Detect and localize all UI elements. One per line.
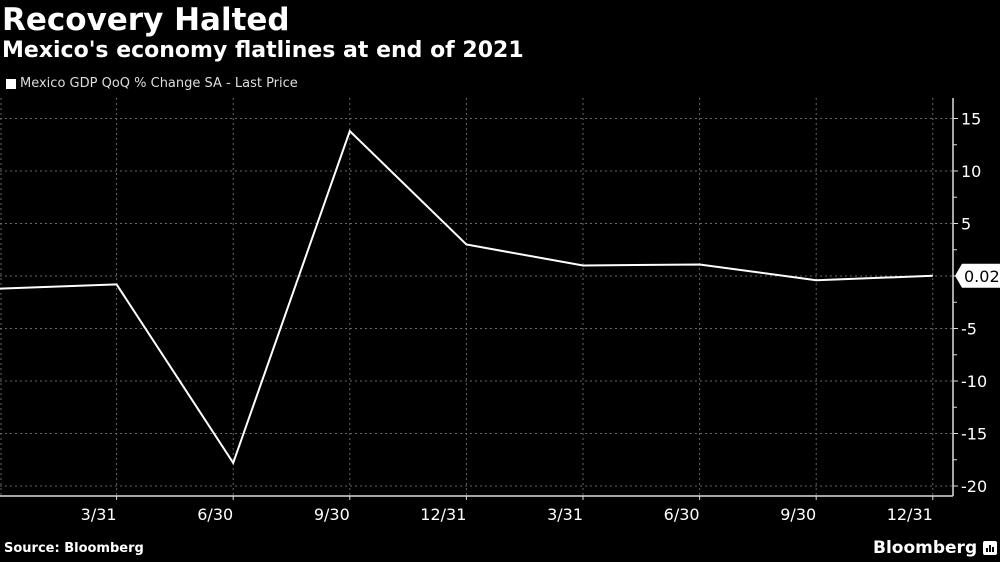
bloomberg-chart-icon — [983, 541, 998, 555]
y-tick-label: 5 — [961, 215, 971, 234]
y-tick-label: -10 — [961, 372, 987, 391]
svg-text:0.02: 0.02 — [964, 267, 1000, 286]
x-tick-label: 9/30 — [780, 505, 816, 524]
x-tick-label: 9/30 — [314, 505, 350, 524]
brand-logo: Bloomberg — [873, 538, 998, 558]
legend-swatch-icon — [6, 78, 16, 89]
data-line — [0, 129, 933, 466]
x-tick-label: 6/30 — [664, 505, 700, 524]
chart-title: Recovery Halted — [2, 2, 290, 38]
legend-label: Mexico GDP QoQ % Change SA - Last Price — [20, 76, 298, 91]
x-tick-label: 12/31 — [420, 505, 466, 524]
brand-name: Bloomberg — [873, 538, 978, 558]
y-tick-label: 15 — [961, 110, 981, 129]
x-tick-label: 3/31 — [81, 505, 117, 524]
x-tick-label: 6/30 — [197, 505, 233, 524]
y-tick-label: 10 — [961, 162, 981, 181]
x-tick-label: 12/31 — [887, 505, 933, 524]
y-tick-label: -15 — [961, 425, 987, 444]
y-tick-label: -5 — [961, 320, 977, 339]
chart-subtitle: Mexico's economy flatlines at end of 202… — [2, 38, 524, 63]
y-tick-label: -20 — [961, 477, 987, 496]
legend: Mexico GDP QoQ % Change SA - Last Price — [6, 76, 298, 91]
x-tick-label: 3/31 — [547, 505, 583, 524]
last-value-tag: 0.02 — [955, 263, 1000, 288]
source-note: Source: Bloomberg — [4, 541, 144, 556]
